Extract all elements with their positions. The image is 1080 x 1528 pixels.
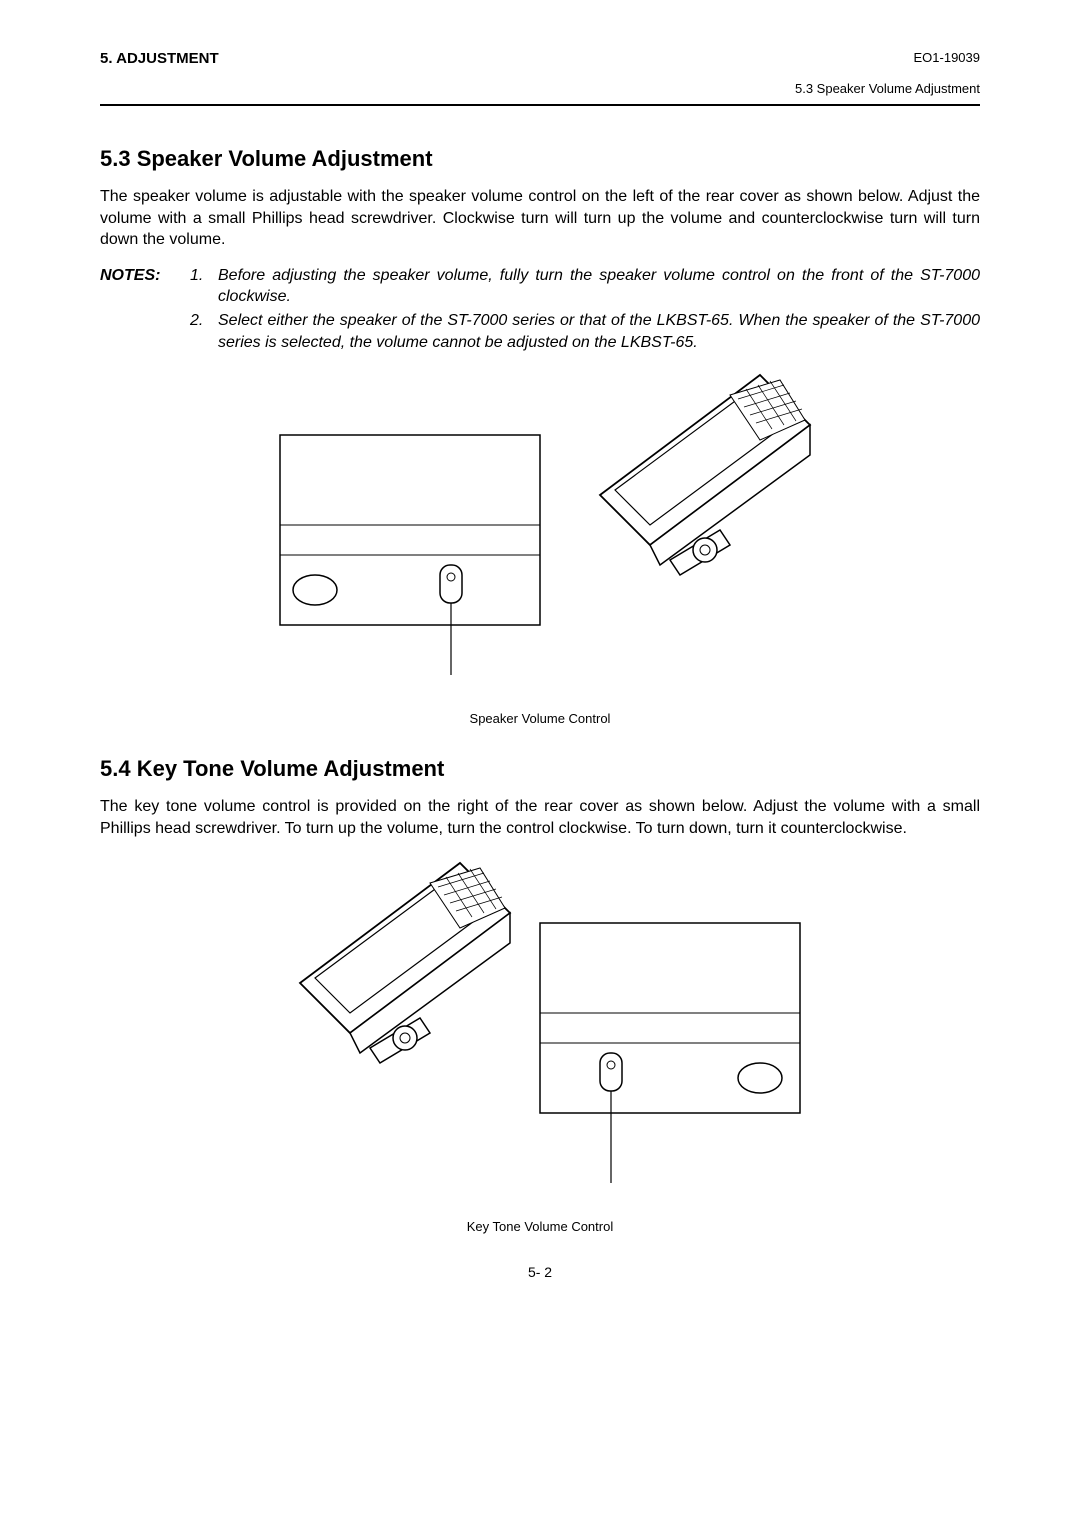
note-number: 1. bbox=[190, 265, 218, 308]
notes-block: NOTES: 1. Before adjusting the speaker v… bbox=[100, 265, 980, 355]
page-header: 5. ADJUSTMENT EO1-19039 5.3 Speaker Volu… bbox=[100, 50, 980, 96]
speaker-volume-diagram bbox=[260, 365, 820, 705]
running-title: 5.3 Speaker Volume Adjustment bbox=[795, 81, 980, 96]
chapter-label: 5. ADJUSTMENT bbox=[100, 50, 219, 67]
page-number: 5- 2 bbox=[100, 1264, 980, 1280]
screwdriver-icon bbox=[600, 1053, 622, 1183]
note-item: 1. Before adjusting the speaker volume, … bbox=[190, 265, 980, 308]
figure-1: Speaker Volume Control bbox=[100, 365, 980, 726]
header-rule bbox=[100, 104, 980, 106]
section-5-3-paragraph: The speaker volume is adjustable with th… bbox=[100, 186, 980, 251]
header-right-block: EO1-19039 5.3 Speaker Volume Adjustment bbox=[795, 50, 980, 96]
figure-1-caption: Speaker Volume Control bbox=[100, 711, 980, 726]
section-5-4-heading: 5.4 Key Tone Volume Adjustment bbox=[100, 756, 980, 782]
notes-list: 1. Before adjusting the speaker volume, … bbox=[190, 265, 980, 355]
note-item: 2. Select either the speaker of the ST-7… bbox=[190, 310, 980, 353]
key-tone-diagram bbox=[260, 853, 820, 1213]
doc-code: EO1-19039 bbox=[795, 50, 980, 65]
terminal-device-icon bbox=[600, 375, 810, 575]
section-5-4-paragraph: The key tone volume control is provided … bbox=[100, 796, 980, 839]
notes-label: NOTES: bbox=[100, 265, 190, 355]
figure-2: Key Tone Volume Control bbox=[100, 853, 980, 1234]
note-number: 2. bbox=[190, 310, 218, 353]
section-5-3-heading: 5.3 Speaker Volume Adjustment bbox=[100, 146, 980, 172]
note-text: Before adjusting the speaker volume, ful… bbox=[218, 265, 980, 308]
note-text: Select either the speaker of the ST-7000… bbox=[218, 310, 980, 353]
figure-2-caption: Key Tone Volume Control bbox=[100, 1219, 980, 1234]
terminal-device-icon bbox=[300, 863, 510, 1063]
